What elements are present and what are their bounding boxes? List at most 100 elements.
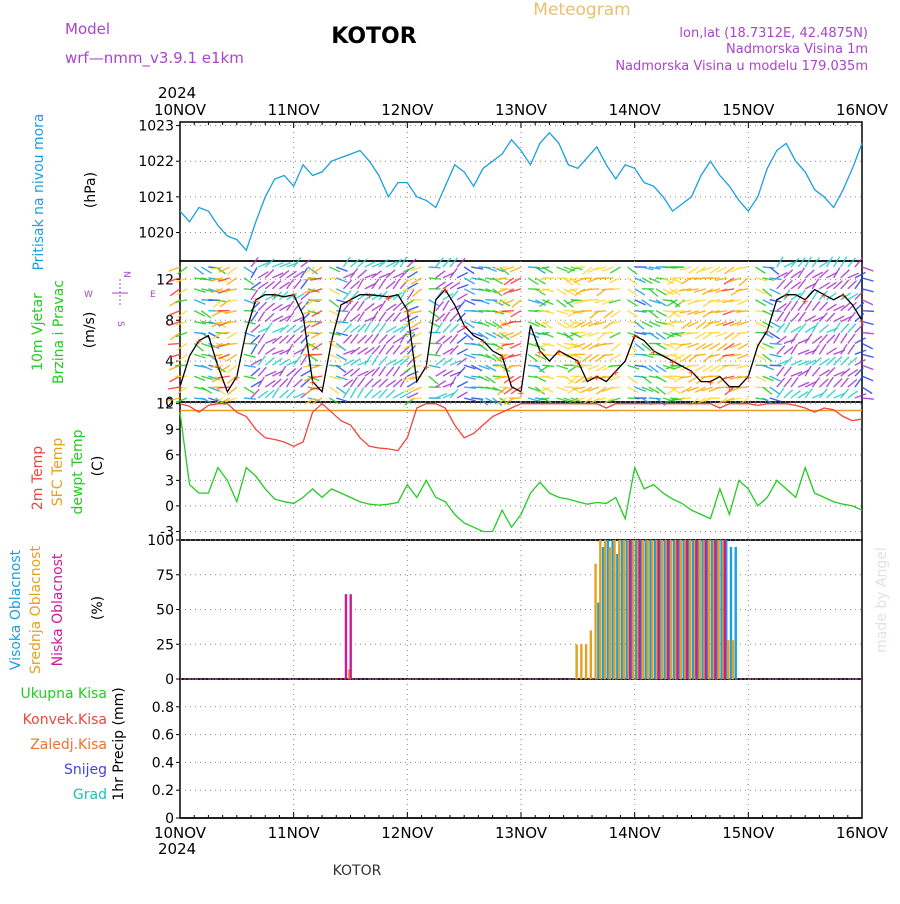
wind-gust-marker: + — [366, 292, 374, 302]
wind-barb — [763, 354, 773, 361]
pressure-label: Pritisak na nivou mora — [31, 113, 47, 270]
wind-barb — [450, 334, 458, 343]
wind-barb — [855, 394, 866, 398]
wind-barb — [436, 323, 443, 333]
day-label-top: 12NOV — [381, 101, 434, 119]
wind-barb — [301, 344, 307, 354]
wind-barb — [770, 311, 782, 312]
cloud-unit: (%) — [90, 596, 106, 620]
wind-barb — [736, 267, 748, 269]
wind-barb — [251, 257, 258, 267]
wind-barb — [244, 267, 254, 274]
wind-barb — [407, 290, 414, 300]
wind-unit: (m/s) — [82, 312, 98, 349]
wind-barb — [608, 289, 620, 290]
temp-label-dew: dewpt Temp — [70, 429, 86, 514]
wind-barb — [805, 334, 812, 344]
wind-barb — [244, 376, 256, 378]
wind-barb — [848, 312, 856, 321]
wind-barb — [429, 267, 441, 268]
cloud-bar — [623, 540, 625, 679]
wind-barb — [703, 354, 713, 361]
wind-barb — [450, 313, 458, 322]
wind-barb — [404, 300, 414, 307]
day-label-top: 14NOV — [609, 101, 662, 119]
cloud-bar — [599, 540, 601, 679]
wind-barb — [755, 387, 767, 388]
wind-barb — [386, 335, 395, 343]
wind-barb — [798, 279, 805, 288]
wind-gust-marker: + — [593, 373, 601, 383]
wind-barb — [791, 377, 798, 387]
wind-barb — [358, 278, 364, 288]
wind-barb — [343, 324, 351, 333]
wind-barb — [403, 289, 415, 291]
wind-barb — [365, 355, 371, 365]
wind-barb — [244, 343, 256, 344]
cloud-label-low: Niska Oblacnost — [50, 553, 66, 666]
wind-barb — [393, 279, 400, 289]
wind-barb — [244, 322, 256, 324]
wind-barb — [672, 322, 684, 323]
day-label-top: 11NOV — [268, 101, 321, 119]
wind-barb — [294, 356, 301, 366]
wind-barb — [343, 257, 350, 267]
cloud-bar — [705, 540, 707, 679]
wind-barb — [294, 335, 303, 343]
cloud-bar — [708, 540, 710, 679]
wind-gust-marker: + — [176, 384, 184, 394]
wind-barb — [358, 301, 365, 311]
day-label-top: 16NOV — [836, 101, 889, 119]
wind-barb — [194, 333, 206, 334]
wind-barb — [841, 344, 847, 354]
wind-barb — [379, 279, 386, 289]
cloud-bar — [714, 540, 716, 679]
wind-barb — [601, 333, 613, 334]
wind-barb — [502, 311, 514, 312]
wind-barb — [587, 289, 599, 290]
footer-station: KOTOR — [333, 863, 382, 879]
wind-barb — [351, 268, 358, 278]
wind-gust-marker: + — [745, 373, 753, 383]
wind-gust-marker: + — [858, 317, 866, 327]
wind-barb — [557, 278, 569, 279]
cloud-bar — [604, 540, 606, 679]
cloud-label-high: Visoka Oblacnost — [8, 549, 24, 670]
wind-barb — [528, 267, 540, 268]
wind-barb — [244, 289, 256, 290]
wind-barb — [819, 325, 828, 333]
wind-barb — [407, 259, 416, 267]
day-label-bottom: 12NOV — [381, 824, 434, 842]
wind-barb — [251, 344, 257, 354]
wind-barb — [436, 258, 444, 267]
wind-barb — [329, 300, 338, 307]
y-tick-label: 75 — [156, 568, 174, 584]
y-tick-label: 1022 — [138, 154, 174, 170]
y-tick-label: 6 — [165, 448, 174, 464]
y-tick-label: 0.2 — [152, 783, 174, 799]
wind-barb — [812, 367, 820, 376]
series-layer: +++++++++++++++++++++++++++++++++++++ — [176, 133, 866, 818]
wind-gust-marker: + — [309, 379, 317, 389]
wind-barb — [512, 300, 521, 308]
wind-barb — [812, 279, 818, 289]
wind-barb — [404, 278, 415, 283]
wind-gust-marker: + — [764, 327, 772, 337]
wind-barb — [862, 311, 874, 312]
wind-barb — [336, 311, 348, 312]
wind-barb — [665, 343, 677, 345]
precip-legend-total: Ukupna Kisa — [20, 686, 107, 702]
wind-barb — [379, 335, 387, 344]
wind-barb — [528, 365, 540, 366]
day-label-bottom: 16NOV — [836, 824, 889, 842]
wind-barb — [310, 354, 322, 355]
wind-barb — [834, 379, 843, 387]
cloud-labels: Visoka Oblacnost Srednja Oblacnost Niska… — [8, 546, 106, 674]
y-tick-label: 50 — [156, 603, 174, 619]
wind-labels: 10m Vjetar Brzina i Pravac (m/s) N W E S — [30, 271, 156, 384]
cloud-bar — [699, 540, 701, 679]
wind-gust-marker: + — [839, 292, 847, 302]
wind-barb — [379, 312, 386, 322]
cloud-label-mid: Srednja Oblacnost — [28, 546, 44, 674]
